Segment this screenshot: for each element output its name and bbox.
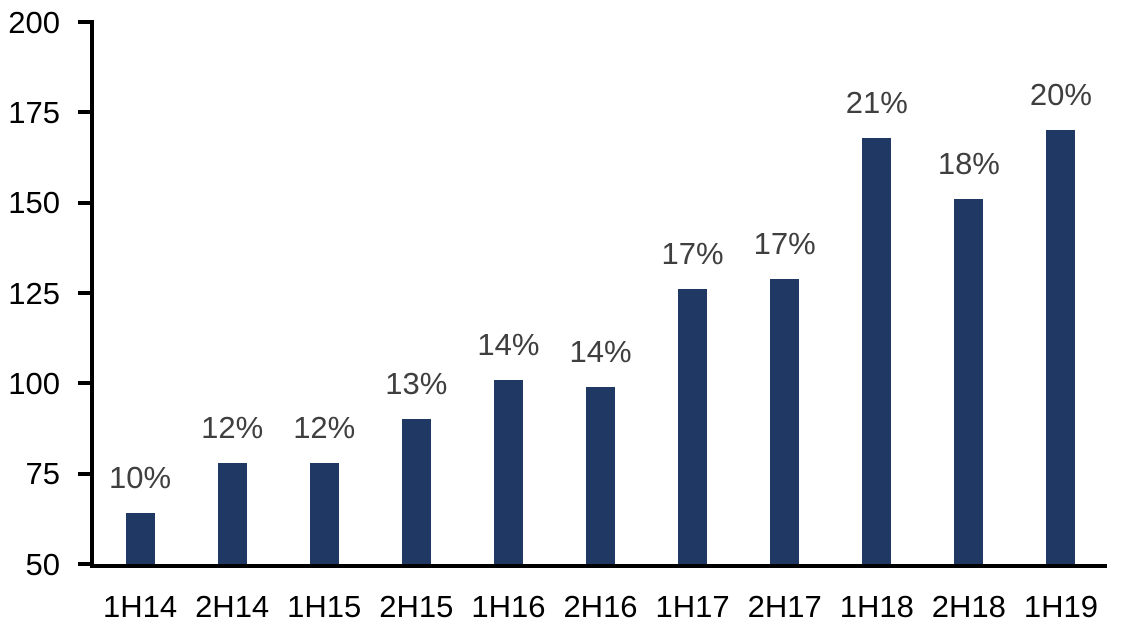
y-axis-tick-label: 125 [8, 275, 60, 311]
bar-data-label: 12% [201, 409, 264, 445]
y-axis-tick [78, 471, 91, 476]
x-axis-label-2h15: 2H15 [379, 589, 454, 624]
x-axis-label-1h14: 1H14 [102, 589, 178, 624]
x-axis-label-1h17: 1H17 [655, 589, 730, 624]
y-axis-tick-label: 100 [8, 365, 60, 401]
x-axis-label-1h16: 1H16 [471, 589, 546, 624]
bar-data-label: 14% [477, 326, 540, 362]
x-axis-line [90, 564, 1107, 568]
bar-data-label: 17% [661, 236, 724, 272]
bar-data-label: 20% [1029, 77, 1092, 113]
y-axis-tick [78, 381, 91, 386]
bar-data-label: 12% [293, 409, 356, 445]
bar-data-label: 17% [753, 225, 816, 261]
y-axis-tick-label: 175 [8, 94, 60, 130]
bar-1h15 [309, 462, 339, 564]
bar-1h19 [1046, 130, 1076, 564]
bar-2h18 [954, 199, 984, 564]
y-axis-tick-label: 200 [8, 4, 60, 40]
x-axis-label-1h18: 1H18 [839, 589, 914, 624]
bar-1h17 [678, 289, 708, 564]
y-axis-tick [78, 20, 91, 24]
x-axis-label-2h14: 2H14 [195, 589, 270, 624]
y-axis-line [90, 20, 94, 568]
bar-data-label: 10% [109, 460, 172, 496]
y-axis-tick [78, 562, 91, 566]
bar-data-label: 21% [845, 84, 908, 120]
x-axis-label-2h16: 2H16 [563, 589, 638, 624]
x-axis-label-1h19: 1H19 [1023, 589, 1098, 624]
x-axis-label-2h18: 2H18 [931, 589, 1006, 624]
y-axis-tick [78, 200, 91, 205]
y-axis-tick [78, 110, 91, 115]
bar-data-label: 18% [937, 146, 1000, 182]
x-axis-label-1h15: 1H15 [287, 589, 362, 624]
bar-2h16 [586, 386, 615, 564]
y-axis-tick-label: 50 [25, 546, 60, 582]
bar-1h18 [862, 137, 892, 564]
bar-1h16 [493, 379, 523, 564]
y-axis-tick-label: 150 [8, 185, 60, 221]
x-axis-label-2h17: 2H17 [747, 589, 822, 624]
y-axis-tick [78, 291, 91, 295]
bar-2h14 [217, 462, 247, 564]
bar-1h14 [125, 513, 155, 564]
y-axis-tick-label: 75 [25, 456, 60, 492]
bar-data-label: 13% [385, 366, 448, 402]
plot-area: 10% 12% 12% 13% 14% 14% 17% 17% 21% 18% 20% [94, 22, 1107, 564]
bar-2h17 [770, 278, 800, 564]
bar-2h15 [401, 419, 431, 564]
bar-data-label: 14% [569, 333, 632, 369]
